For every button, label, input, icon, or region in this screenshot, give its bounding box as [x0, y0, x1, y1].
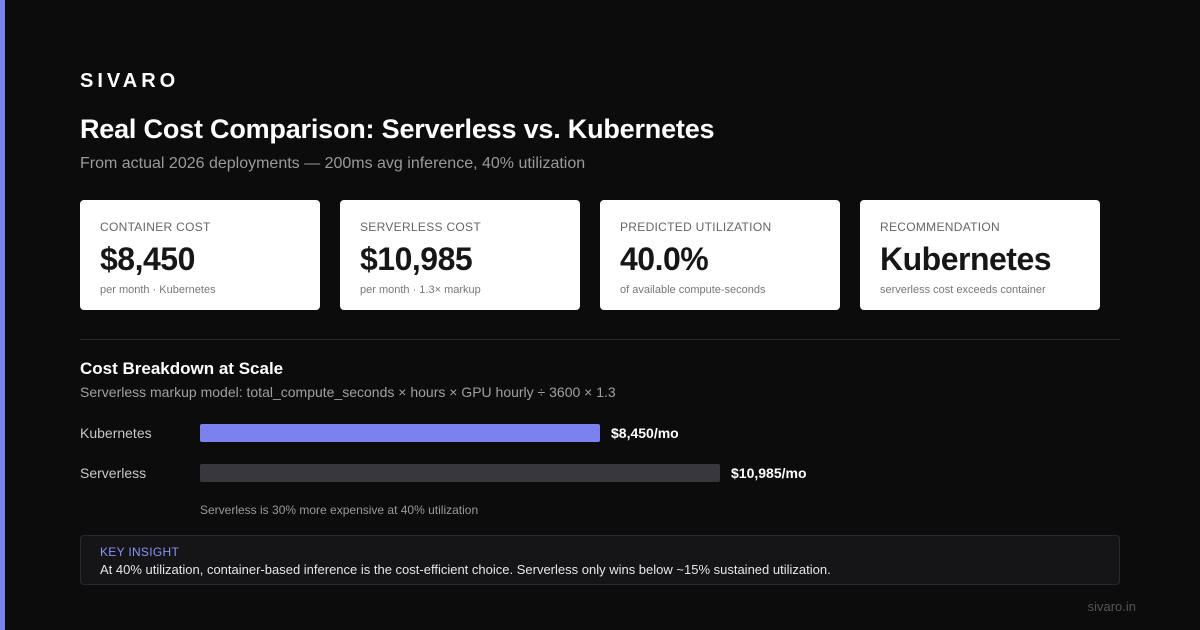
metric-cards: CONTAINER COST $8,450 per month · Kubern…	[80, 200, 1100, 310]
accent-stripe	[0, 0, 5, 630]
card-value: $10,985	[360, 241, 473, 277]
bar-value-label: $10,985/mo	[731, 465, 807, 481]
footer-url: sivaro.in	[1087, 599, 1136, 614]
card-label: RECOMMENDATION	[880, 220, 1000, 234]
card-serverless-cost: SERVERLESS COST $10,985 per month · 1.3×…	[340, 200, 580, 310]
card-predicted-utilization: PREDICTED UTILIZATION 40.0% of available…	[600, 200, 840, 310]
key-insight-box: KEY INSIGHT At 40% utilization, containe…	[80, 535, 1120, 585]
page-title: Real Cost Comparison: Serverless vs. Kub…	[80, 114, 715, 144]
bar-row-kubernetes: Kubernetes $8,450/mo	[80, 424, 1120, 442]
insight-label: KEY INSIGHT	[100, 545, 180, 559]
bar-category-label: Kubernetes	[80, 425, 152, 441]
section-divider	[80, 339, 1120, 340]
breakdown-subtitle: Serverless markup model: total_compute_s…	[80, 384, 616, 400]
card-note: per month · Kubernetes	[100, 284, 216, 296]
page-subtitle: From actual 2026 deployments — 200ms avg…	[80, 155, 586, 172]
card-value: Kubernetes	[880, 241, 1052, 277]
bar-value-label: $8,450/mo	[611, 425, 679, 441]
bar-track	[200, 424, 720, 442]
card-label: PREDICTED UTILIZATION	[620, 220, 772, 234]
card-container-cost: CONTAINER COST $8,450 per month · Kubern…	[80, 200, 320, 310]
card-label: CONTAINER COST	[100, 220, 211, 234]
bar-kubernetes	[200, 424, 600, 442]
card-note: serverless cost exceeds container	[880, 284, 1046, 296]
bar-category-label: Serverless	[80, 465, 147, 481]
insight-text: At 40% utilization, container-based infe…	[100, 562, 831, 577]
bar-track	[200, 464, 720, 482]
card-recommendation: RECOMMENDATION Kubernetes serverless cos…	[860, 200, 1100, 310]
card-value: 40.0%	[620, 241, 709, 277]
bar-row-serverless: Serverless $10,985/mo	[80, 464, 1120, 482]
breakdown-title: Cost Breakdown at Scale	[80, 359, 284, 378]
card-note: per month · 1.3× markup	[360, 284, 481, 296]
card-note: of available compute-seconds	[620, 284, 766, 296]
card-label: SERVERLESS COST	[360, 220, 481, 234]
bar-serverless	[200, 464, 720, 482]
card-value: $8,450	[100, 241, 195, 277]
bar-caption: Serverless is 30% more expensive at 40% …	[200, 503, 479, 517]
brand-logo: SIVARO	[80, 70, 180, 92]
